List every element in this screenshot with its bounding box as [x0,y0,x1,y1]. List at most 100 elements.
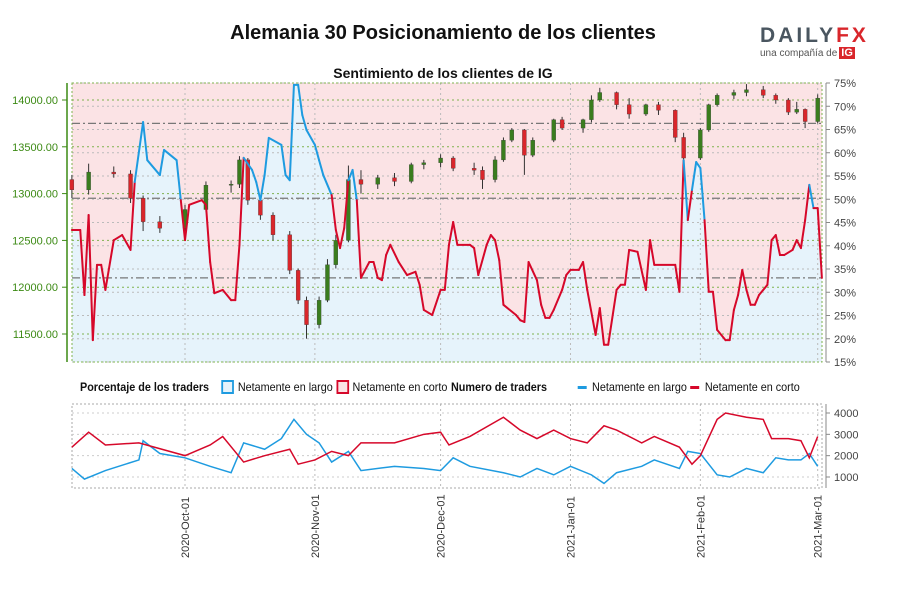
sentiment-line-segment [741,268,748,291]
sentiment-line-segment [255,181,262,202]
sentiment-line-segment [644,239,652,291]
candle-down [480,170,485,180]
right-tick-label: 65% [834,125,856,137]
page-title: Alemania 30 Posicionamiento de los clien… [230,22,656,44]
sentiment-line-segment [711,290,719,331]
sentiment-line-segment [498,259,505,306]
sentiment-line-segment [385,243,392,257]
legend-long-line-icon [577,385,587,389]
candle-up [316,300,322,325]
candle-down [614,92,619,105]
sentiment-line-segment [259,174,266,202]
candle-down [287,234,292,271]
sentiment-line-segment [280,143,287,177]
sentiment-line-segment [221,288,233,302]
sentiment-line-segment [330,194,337,231]
traders-short-line [71,412,819,466]
sentiment-line-segment [816,207,823,279]
candle-down [304,300,309,325]
sentiment-line-segment [443,243,450,291]
sentiment-line-segment [565,268,572,277]
chart-subtitle: Sentimiento de los clientes de IG [333,65,553,81]
lower-right-tick-label: 1000 [834,472,858,484]
candle-down [786,99,791,113]
sentiment-line-segment [737,268,744,297]
sentiment-line-segment [142,121,149,162]
candle-up [375,177,380,185]
sentiment-line-segment [753,294,761,306]
sentiment-line-segment [313,143,321,162]
sentiment-line-segment [791,239,798,251]
candle-up [714,95,720,105]
legend-pct-title: Porcentaje de los traders [80,380,210,394]
sentiment-line-segment [783,248,794,257]
sentiment-line-segment [104,239,115,291]
legend-num-long: Netamente en largo [592,380,687,394]
sentiment-line-segment [703,219,710,293]
candle-up [706,104,711,131]
lower-right-tick-label: 2000 [834,451,858,463]
sentiment-line-segment [318,159,325,177]
sentiment-line-segment [129,181,136,251]
sentiment-line-segment [628,248,639,253]
candle-up [731,92,737,96]
candle-down [522,129,527,156]
candle-down [358,179,364,185]
sentiment-line-segment [682,159,689,222]
lower-plot-border [71,403,823,489]
candle-up [589,99,594,120]
candle-up [421,162,426,165]
sentiment-line-segment [586,288,597,337]
left-tick-label: 12500.00 [12,235,58,247]
sentiment-line-segment [716,328,727,342]
right-tick-label: 40% [834,241,856,253]
sentiment-line-segment [351,168,358,202]
right-tick-label: 55% [834,171,856,183]
x-tick-label: 2021-Jan-01 [565,496,577,558]
candle-up [438,157,443,163]
sentiment-line-segment [234,243,241,302]
sentiment-line-segment [636,250,647,291]
candle-down [773,95,778,101]
right-tick-label: 45% [834,218,856,230]
candle-up [643,104,649,115]
logo-text: DAILYFX [760,24,869,47]
sentiment-line-segment [184,203,191,242]
candle-up [580,119,586,129]
sentiment-line-segment [414,270,421,286]
sentiment-line-segment [322,174,333,197]
left-tick-label: 14000.00 [12,95,58,107]
sentiment-line-segment [79,228,86,297]
sentiment-line-segment [213,288,224,295]
sentiment-line-segment [91,263,99,342]
sentiment-line-segment [485,234,492,246]
sentiment-line-segment [766,239,773,286]
sentiment-line-segment [728,308,735,342]
x-tick-label: 2021-Mar-01 [813,495,825,558]
sentiment-line-segment [473,247,480,277]
sentiment-line-segment [732,294,740,311]
sentiment-line-segment [422,308,434,317]
sentiment-line-segment [582,261,589,291]
sentiment-line-segment [372,261,379,279]
candle-up [794,109,799,113]
sentiment-line-segment [297,83,304,117]
logo-sub-text: una compañía de [760,48,838,59]
sentiment-line-segment [799,219,807,250]
sentiment-line-segment [406,270,417,277]
sentiment-line-segment [535,279,543,306]
sentiment-line-segment [179,199,186,242]
candle-down [128,173,133,199]
sentiment-line-segment [188,199,203,206]
long-area-fill [71,84,822,363]
legend-short-line-icon [690,385,700,389]
sentiment-line-segment [204,203,212,264]
sentiment-line-segment [175,159,182,202]
sentiment-line-segment [678,159,685,293]
sentiment-line-segment [489,234,497,242]
candle-down [392,177,397,182]
candle-up [237,159,242,185]
sentiment-line-segment [699,167,706,222]
right-tick-label: 20% [834,334,856,346]
